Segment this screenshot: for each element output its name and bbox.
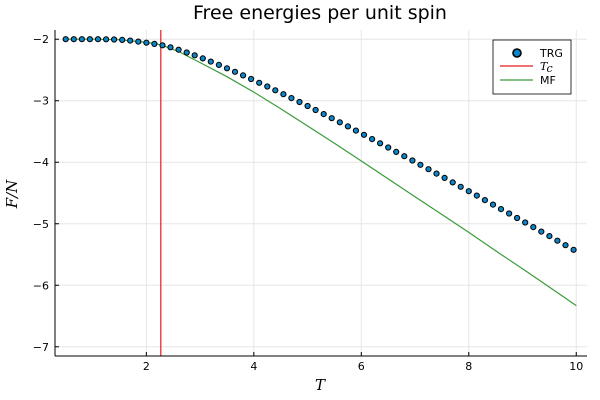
x-tick-label: 8 — [465, 360, 472, 373]
trg-point — [312, 106, 319, 114]
trg-point — [62, 36, 69, 43]
legend-box — [492, 39, 572, 95]
trg-point — [401, 153, 408, 160]
trg-point — [280, 91, 287, 98]
trg-point — [336, 119, 343, 126]
y-tick-label: −4 — [33, 156, 49, 169]
trg-point — [425, 166, 432, 173]
y-tick-label: −3 — [33, 95, 49, 108]
trg-point — [288, 95, 295, 102]
grid — [55, 30, 587, 356]
trg-point — [199, 55, 206, 62]
y-tick-label: −7 — [33, 341, 49, 354]
y-tick-label: −6 — [33, 279, 49, 292]
trg-point — [433, 170, 440, 177]
y-tick-label: −2 — [33, 33, 49, 46]
trg-point — [256, 79, 263, 86]
axes: 2 4 6 8 10 −2 −3 −4 −5 −6 −7 — [33, 30, 587, 373]
trg-point — [481, 197, 488, 204]
trg-point — [457, 183, 464, 190]
trg-point — [360, 131, 368, 138]
trg-point — [304, 102, 311, 110]
trg-point — [449, 179, 456, 186]
trg-point — [191, 52, 198, 59]
y-axis-label: F/N — [3, 179, 21, 209]
trg-point — [223, 65, 231, 72]
trg-point — [514, 214, 521, 222]
x-tick-label: 2 — [143, 360, 150, 373]
trg-point — [264, 83, 271, 90]
x-tick-label: 6 — [358, 360, 365, 373]
trg-point — [554, 237, 561, 244]
chart-title: Free energies per unit spin — [193, 2, 447, 24]
trg-point — [183, 49, 190, 56]
trg-point — [94, 36, 102, 43]
legend-tc-label-sub: c — [546, 62, 552, 75]
trg-point — [409, 157, 416, 164]
trg-point — [159, 42, 166, 49]
trg-point — [377, 140, 384, 147]
legend-mf-label: MF — [540, 74, 556, 87]
trg-point — [296, 98, 303, 106]
trg-point — [215, 61, 222, 69]
trg-point — [530, 224, 537, 231]
trg-point — [272, 87, 279, 94]
trg-point — [175, 46, 182, 53]
plot-area — [62, 30, 577, 356]
trg-point — [103, 36, 110, 43]
trg-point — [385, 144, 392, 151]
trg-point — [473, 192, 480, 199]
trg-point — [344, 123, 351, 130]
trg-point — [506, 210, 513, 217]
x-axis-label: T — [315, 376, 326, 394]
x-tick-label: 10 — [569, 360, 583, 373]
trg-point — [497, 206, 505, 213]
trg-point — [489, 201, 497, 208]
trg-point — [328, 115, 335, 122]
trg-point — [119, 36, 126, 44]
trg-point — [522, 219, 529, 226]
trg-point — [248, 75, 255, 83]
legend: TRG Tc MF — [492, 39, 572, 95]
x-tick-label: 4 — [250, 360, 257, 373]
trg-point — [352, 127, 359, 134]
trg-point — [570, 246, 577, 253]
legend-trg-label: TRG — [539, 47, 563, 60]
trg-point — [393, 148, 400, 155]
trg-point — [86, 36, 94, 43]
legend-tc-label-main: T — [540, 60, 549, 73]
trg-point — [465, 188, 472, 195]
trg-point — [70, 36, 77, 43]
trg-point — [207, 58, 214, 65]
trg-point — [135, 38, 142, 45]
trg-point — [231, 68, 239, 75]
trg-point — [78, 36, 86, 43]
trg-point — [151, 40, 158, 48]
trg-point — [369, 136, 376, 143]
trg-point — [143, 39, 150, 46]
trg-point — [320, 111, 327, 118]
trg-point — [167, 44, 174, 51]
y-tick-label: −5 — [33, 218, 49, 231]
trg-point — [127, 37, 134, 44]
legend-trg-marker — [512, 48, 522, 58]
trg-point — [546, 233, 553, 240]
trg-point — [240, 72, 247, 79]
trg-point — [562, 242, 569, 249]
trg-point — [441, 174, 448, 181]
trg-point — [538, 228, 545, 235]
legend-tc-label: Tc — [540, 60, 553, 75]
trg-point — [417, 161, 424, 168]
trg-point — [111, 36, 118, 43]
